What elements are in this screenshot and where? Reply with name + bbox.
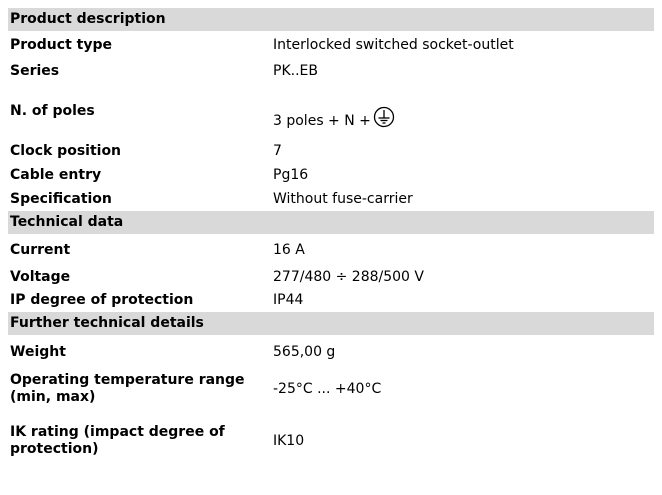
spec-label: Current	[10, 241, 71, 258]
section-title: Further technical details	[8, 312, 654, 335]
spec-value-text: 565,00 g	[273, 343, 336, 360]
spec-table: Product description Product type Interlock…	[8, 8, 654, 473]
spec-row: IP degree of protection IP44	[8, 288, 654, 312]
spec-row: IK rating (impact degree of protection) I…	[8, 409, 654, 473]
spec-value: -25°C ... +40°C	[271, 369, 654, 409]
section-title: Product description	[8, 8, 654, 31]
spec-value: 277/480 ÷ 288/500 V	[271, 266, 654, 288]
spec-row: Cable entry Pg16	[8, 163, 654, 187]
spec-row: Weight 565,00 g	[8, 335, 654, 369]
spec-value-text: 277/480 ÷ 288/500 V	[273, 268, 424, 285]
spec-value-text: 7	[273, 142, 282, 159]
spec-label: IK rating (impact degree of protection)	[10, 424, 225, 457]
spec-row: N. of poles 3 poles + N +	[8, 83, 654, 139]
spec-label: Product type	[10, 36, 112, 53]
spec-label: Specification	[10, 190, 112, 207]
spec-value: 3 poles + N +	[271, 83, 654, 139]
spec-label: Cable entry	[10, 166, 102, 183]
spec-label: Operating temperature range (min, max)	[10, 372, 245, 405]
spec-value-text: IP44	[273, 291, 304, 308]
spec-value-text: 16 A	[273, 241, 305, 258]
section-header: Product description	[8, 8, 654, 31]
spec-value-text: PK..EB	[273, 62, 318, 79]
spec-value: Interlocked switched socket-outlet	[271, 31, 654, 59]
spec-row: Clock position 7	[8, 139, 654, 163]
spec-label: Weight	[10, 343, 66, 360]
spec-value-text: 3 poles + N +	[273, 113, 371, 129]
spec-label: Clock position	[10, 142, 122, 159]
section-header: Technical data	[8, 211, 654, 234]
spec-value: 16 A	[271, 234, 654, 266]
spec-label: IP degree of protection	[10, 291, 194, 308]
spec-value: Pg16	[271, 163, 654, 187]
spec-value: IK10	[271, 409, 654, 473]
spec-value-text: Pg16	[273, 166, 309, 183]
spec-label: Series	[10, 62, 60, 79]
spec-value: 7	[271, 139, 654, 163]
earth-symbol	[373, 106, 395, 128]
spec-label: Voltage	[10, 268, 71, 285]
spec-value-text: -25°C ... +40°C	[273, 380, 382, 397]
spec-value-text: IK10	[273, 432, 305, 449]
spec-row: Specification Without fuse-carrier	[8, 187, 654, 211]
spec-value-text: Without fuse-carrier	[273, 190, 413, 207]
spec-row: Voltage 277/480 ÷ 288/500 V	[8, 266, 654, 288]
spec-value: PK..EB	[271, 59, 654, 83]
spec-value: 565,00 g	[271, 335, 654, 369]
spec-row: Product type Interlocked switched socket-…	[8, 31, 654, 59]
spec-label: N. of poles	[10, 102, 95, 119]
spec-row: Current 16 A	[8, 234, 654, 266]
spec-row: Series PK..EB	[8, 59, 654, 83]
spec-value: IP44	[271, 288, 654, 312]
spec-value-text: Interlocked switched socket-outlet	[273, 36, 514, 53]
section-header: Further technical details	[8, 312, 654, 335]
spec-value: Without fuse-carrier	[271, 187, 654, 211]
spec-row: Operating temperature range (min, max) -2…	[8, 369, 654, 409]
section-title: Technical data	[8, 211, 654, 234]
